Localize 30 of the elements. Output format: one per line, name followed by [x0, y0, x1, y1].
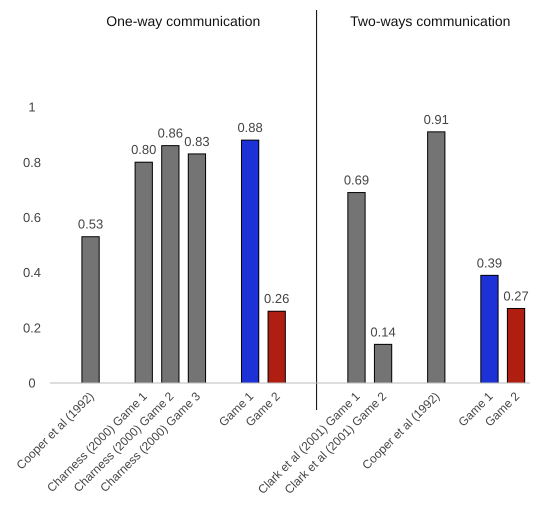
bar: [240, 140, 260, 384]
data-label: 0.91: [424, 112, 449, 127]
text: One-way communication: [106, 13, 260, 29]
y-tick-label: 0.4: [22, 265, 42, 280]
bar: [427, 131, 446, 384]
bar: [480, 274, 499, 384]
bar: [374, 344, 392, 384]
data-label: 0.88: [237, 120, 263, 136]
data-label: 0.83: [184, 134, 210, 149]
bar: [161, 145, 180, 384]
data-label: 0.39: [476, 255, 502, 270]
y-tick-label: 0: [28, 376, 36, 391]
bar: [81, 236, 100, 384]
bar: [134, 162, 153, 384]
y-tick-label: 0.6: [22, 210, 42, 225]
y-tick-label: 0.2: [22, 320, 42, 336]
bar: [506, 308, 526, 384]
data-label: 0.80: [131, 142, 156, 158]
bar: [347, 192, 366, 384]
bar: [188, 153, 206, 384]
text: Two-ways communication: [350, 13, 510, 29]
data-label: 0.27: [503, 288, 529, 304]
data-label: 0.69: [344, 172, 370, 188]
data-label: 0.26: [264, 291, 290, 306]
bar: [268, 310, 286, 384]
data-label: 0.53: [78, 216, 104, 232]
y-tick-label: 1: [28, 100, 36, 115]
data-label: 0.14: [370, 324, 396, 340]
data-label: 0.86: [158, 126, 183, 141]
y-tick-label: 0.8: [22, 154, 42, 170]
